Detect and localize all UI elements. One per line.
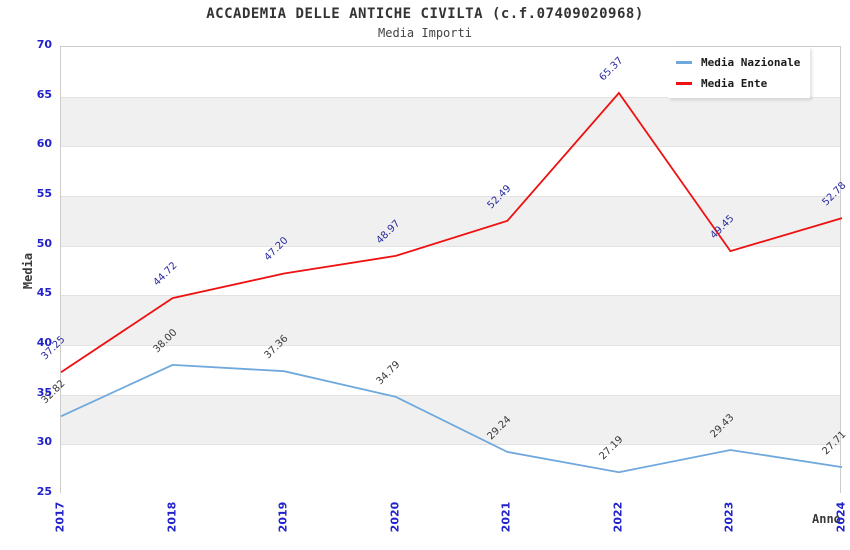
legend-item-media-nazionale: Media Nazionale: [676, 56, 802, 69]
gridline: [61, 146, 840, 148]
legend-line-sample-media-ente: [676, 82, 692, 85]
plot-band: [61, 96, 840, 147]
gridline: [61, 245, 840, 247]
y-tick-label: 50: [36, 236, 52, 250]
y-tick-label: 45: [36, 286, 52, 300]
legend-label-media-nazionale: Media Nazionale: [701, 56, 801, 69]
x-tick-label: 2023: [722, 501, 736, 533]
y-tick-label: 70: [36, 38, 52, 51]
legend-item-media-ente: Media Ente: [676, 77, 802, 90]
x-axis-title: Anno: [812, 512, 841, 526]
x-tick-label: 2018: [165, 501, 179, 533]
series-line-media-nazionale: [60, 363, 843, 474]
legend-line-sample-media-nazionale: [676, 61, 692, 64]
plot-band: [61, 444, 840, 494]
y-tick-label: 55: [36, 187, 52, 200]
plot-band: [61, 345, 840, 395]
series-lines: [60, 91, 843, 474]
plot-band: [61, 245, 840, 296]
plot-band: [61, 394, 840, 445]
x-tick-label: 2019: [276, 501, 290, 533]
plot-band: [61, 295, 840, 345]
y-tick-label: 65: [36, 87, 52, 101]
gridline: [61, 394, 840, 396]
plot-band: [61, 196, 840, 246]
y-tick-label: 30: [36, 435, 52, 449]
gridline: [61, 345, 840, 346]
legend: Media Nazionale Media Ente: [668, 47, 810, 98]
x-tick-label: 2020: [388, 501, 402, 533]
chart-subtitle: Media Importi: [378, 26, 472, 40]
y-tick-label: 35: [36, 385, 52, 399]
chart-title: ACCADEMIA DELLE ANTICHE CIVILTA (c.f.074…: [206, 6, 644, 22]
y-tick-label: 25: [36, 485, 52, 498]
plot-band: [61, 146, 840, 196]
series-line-media-ente: [60, 91, 843, 374]
legend-label-media-ente: Media Ente: [701, 77, 768, 90]
plot-area: 32.82 38.00 37.36 34.79 29.24 27.19 29.43 27.71…: [40, 46, 849, 494]
x-tick-label: 2024: [834, 501, 848, 533]
x-tick-label: 2022: [611, 501, 625, 533]
y-tick-label: 60: [36, 137, 52, 151]
gridline: [61, 196, 840, 197]
x-tick-label: 2017: [53, 501, 67, 533]
gridline: [61, 295, 840, 297]
y-tick-label: 40: [36, 336, 52, 349]
y-axis-title: Media: [21, 252, 35, 290]
gridline: [61, 444, 840, 446]
gridline: [61, 96, 840, 98]
x-tick-label: 2021: [499, 501, 513, 533]
